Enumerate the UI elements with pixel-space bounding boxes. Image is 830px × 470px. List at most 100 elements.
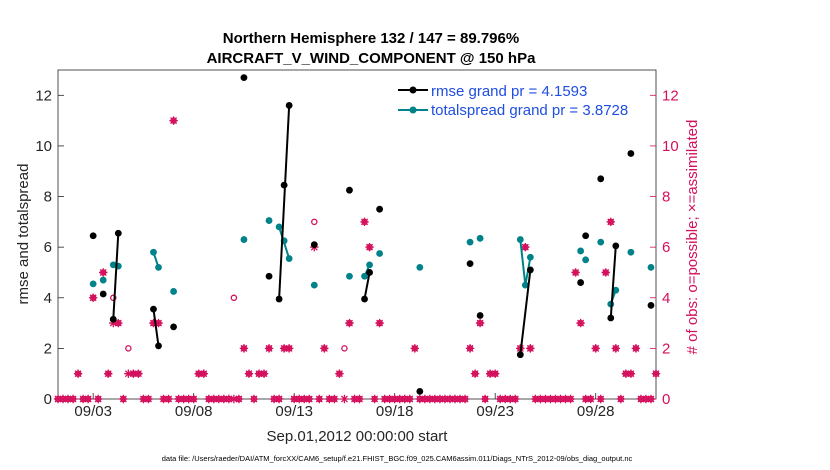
obs-assimilated-point [455, 394, 465, 404]
obs-assimilated-point [395, 394, 404, 404]
totalspread-point [285, 255, 293, 262]
obs-assimilated-point [129, 369, 138, 378]
rmse-point [361, 295, 368, 303]
obs-assimilated-point [279, 344, 289, 353]
obs-assimilated-point [289, 394, 299, 404]
obs-assimilated-point [415, 394, 425, 404]
obs-assimilated-point [259, 369, 269, 378]
obs-assimilated-point [606, 217, 615, 227]
rmse-point [376, 205, 384, 213]
obs-assimilated-point [400, 394, 409, 404]
y2-tick-label: 2 [662, 340, 670, 357]
obs-assimilated-point [435, 394, 445, 404]
rmse-point [170, 323, 177, 331]
obs-assimilated-point [475, 318, 485, 328]
obs-assimilated-point [410, 344, 419, 353]
rmse-point [416, 388, 424, 395]
obs-assimilated-point [501, 394, 510, 404]
x-tick-label: 09/23 [476, 403, 514, 420]
rmse-point [275, 295, 283, 303]
obs-assimilated-point [320, 344, 329, 353]
obs-assimilated-point [440, 394, 450, 404]
y-tick-label: 6 [44, 239, 52, 256]
rmse-line-segment [112, 233, 120, 320]
obs-assimilated-point [531, 394, 540, 404]
series-marks-group [89, 74, 655, 395]
obs-assimilated-point [134, 369, 143, 378]
obs-assimilated-point [224, 394, 234, 404]
obs-assimilated-point [124, 369, 133, 378]
totalspread-line-segment [519, 239, 527, 286]
y-tick-label: 2 [44, 340, 52, 357]
rmse-point [285, 102, 293, 109]
obs-assimilated-point [234, 394, 244, 404]
obs-assimilated-point [295, 394, 304, 404]
obs-assimilated-point [586, 394, 595, 404]
obs-assimilated-point [506, 394, 515, 404]
rmse-point [582, 232, 590, 240]
chart-title-line2: AIRCRAFT_V_WIND_COMPONENT @ 150 hPa [207, 50, 537, 67]
obs-assimilated-point [254, 369, 264, 378]
obs-assimilated-point [229, 394, 239, 404]
x-tick-label: 09/13 [275, 403, 313, 420]
obs-possible-point [110, 294, 117, 302]
obs-assimilated-point [179, 394, 188, 404]
rmse-line-segment [152, 309, 160, 346]
obs-assimilated-point [154, 318, 163, 328]
x-axis-label: Sep.01,2012 00:00:00 start [267, 428, 449, 445]
totalspread-point [366, 261, 373, 269]
obs-assimilated-point [269, 394, 279, 404]
obs-assimilated-point [114, 318, 123, 328]
y-tick-label: 8 [44, 189, 52, 206]
obs-assimilated-point [591, 344, 600, 353]
obs-assimilated-point [551, 394, 560, 404]
obs-assimilated-point [365, 242, 374, 252]
totalspread-point [627, 248, 635, 256]
rmse-point [310, 241, 318, 249]
obs-assimilated-point [385, 394, 394, 404]
legend-rmse-label: rmse grand pr = 4.1593 [431, 83, 587, 100]
obs-assimilated-point [78, 394, 88, 404]
totalspread-point [89, 280, 97, 288]
rmse-point [466, 260, 474, 268]
rmse-point [526, 266, 534, 274]
rmse-point [265, 272, 273, 280]
obs-assimilated-point [511, 394, 520, 404]
y2-tick-label: 0 [662, 391, 670, 408]
totalspread-point [150, 248, 157, 256]
rmse-point [280, 181, 288, 189]
obs-marks-group [53, 116, 661, 404]
y2-tick-label: 10 [662, 138, 679, 155]
y2-tick-label: 8 [662, 189, 670, 206]
obs-assimilated-point [576, 318, 585, 328]
rmse-point [155, 342, 162, 350]
obs-assimilated-point [244, 369, 254, 378]
rmse-point [366, 269, 373, 276]
obs-assimilated-point [425, 394, 435, 404]
obs-assimilated-point [470, 369, 480, 378]
obs-assimilated-point [199, 369, 208, 378]
y2-tick-label: 4 [662, 290, 670, 307]
obs-assimilated-point [330, 394, 339, 404]
y-axis-label: rmse and totalspread [15, 164, 32, 305]
obs-assimilated-point [571, 268, 580, 277]
obs-assimilated-point [566, 394, 575, 404]
obs-assimilated-point [536, 394, 545, 404]
obs-assimilated-point [164, 394, 173, 404]
obs-assimilated-point [99, 268, 108, 277]
totalspread-point [275, 223, 283, 231]
y2-axis-label: # of obs: o=possible; ×=assimilated [684, 120, 701, 355]
legend-box [392, 79, 645, 121]
x-tick-label: 09/28 [577, 403, 615, 420]
rmse-line-segment [519, 269, 532, 355]
obs-assimilated-point [68, 394, 78, 404]
obs-assimilated-point [546, 394, 555, 404]
obs-assimilated-point [194, 369, 203, 378]
rmse-point [99, 290, 107, 298]
obs-assimilated-point [636, 394, 646, 404]
obs-assimilated-point [274, 394, 284, 404]
obs-assimilated-point [556, 394, 565, 404]
obs-possible-point [230, 294, 238, 302]
y-tick-label: 0 [44, 391, 52, 408]
